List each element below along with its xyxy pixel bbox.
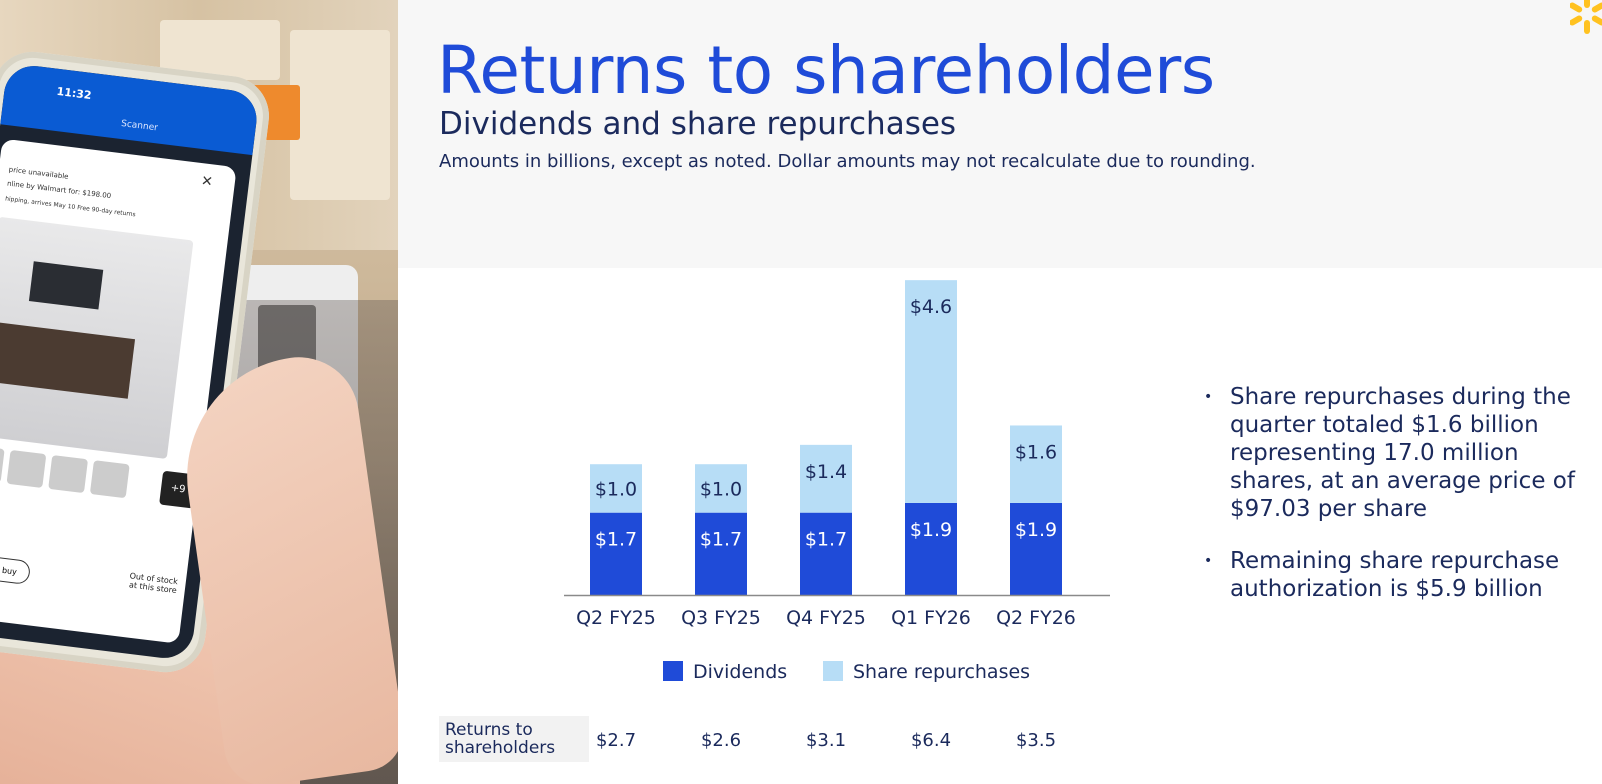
commentary-item: Share repurchases during the quarter tot… — [1200, 383, 1590, 523]
app-header — [0, 62, 260, 156]
bar-value-label: $1.0 — [700, 478, 742, 500]
totals-row-value: $2.6 — [700, 730, 742, 751]
page-subtitle: Dividends and share repurchases — [439, 106, 957, 142]
bar-value-label: $1.7 — [700, 529, 742, 551]
product-line: hipping, arrives May 10 Free 90-day retu… — [4, 195, 136, 219]
bar-value-label: $1.6 — [1015, 441, 1057, 463]
totals-row-value: $2.7 — [595, 730, 637, 751]
x-tick-label: Q3 FY25 — [681, 607, 761, 629]
close-icon: ✕ — [200, 173, 214, 191]
dividends-bar — [1010, 502, 1062, 595]
dividends-bar — [905, 502, 957, 595]
product-line: price unavailable — [8, 165, 69, 181]
product-image — [0, 216, 194, 459]
dividends-bar — [695, 512, 747, 595]
share-repurchases-bar — [800, 444, 852, 513]
bar-value-label: $1.9 — [1015, 519, 1057, 541]
x-tick-label: Q1 FY26 — [891, 607, 971, 629]
bar-value-label: $1.0 — [595, 478, 637, 500]
legend-label-share-repurchases: Share repurchases — [853, 661, 1030, 683]
dividends-bar — [800, 512, 852, 595]
totals-row-value: $3.5 — [1015, 730, 1057, 751]
x-tick-label: Q2 FY26 — [996, 607, 1076, 629]
returns-bar-chart: $1.7 $1.0 Q2 FY25 $1.7 $1.0 Q3 FY25 $1.7 $1.4 Q4… — [564, 280, 1110, 683]
commentary-list: Share repurchases during the quarter tot… — [1200, 383, 1590, 627]
tv-stand-image — [0, 322, 136, 399]
bar-value-label: $1.4 — [805, 461, 847, 483]
page-title: Returns to shareholders — [437, 32, 1215, 109]
totals-row-value: $3.1 — [805, 730, 847, 751]
share-repurchases-bar — [1010, 425, 1062, 503]
bar-value-label: $1.9 — [910, 519, 952, 541]
bar-value-label: $1.7 — [805, 529, 847, 551]
spark-logo-icon — [1570, 0, 1602, 34]
header-band — [398, 0, 1602, 268]
x-tick-label: Q2 FY25 — [576, 607, 656, 629]
legend-label-dividends: Dividends — [693, 661, 787, 683]
legend-swatch-dividends — [663, 661, 683, 681]
background-box — [290, 30, 390, 200]
dividends-bar — [590, 512, 642, 595]
share-repurchases-bar — [590, 464, 642, 513]
share-repurchases-bar — [905, 280, 957, 503]
tv-image — [28, 261, 104, 310]
totals-row-value: $6.4 — [910, 730, 952, 751]
legend-swatch-share-repurchases — [823, 661, 843, 681]
buy-button: o buy — [0, 550, 32, 586]
bar-value-label: $4.6 — [910, 296, 952, 318]
commentary-item: Remaining share repurchase authorization… — [1200, 547, 1590, 603]
share-repurchases-bar — [695, 464, 747, 513]
hero-photo: 11:32 Scanner ✕ price unavailable nline … — [0, 0, 398, 784]
x-tick-label: Q4 FY25 — [786, 607, 866, 629]
bar-value-label: $1.7 — [595, 529, 637, 551]
stock-status: Out of stock at this store — [107, 569, 179, 595]
page-note: Amounts in billions, except as noted. Do… — [439, 151, 1256, 172]
totals-row-label: Returns to shareholders — [439, 716, 589, 762]
